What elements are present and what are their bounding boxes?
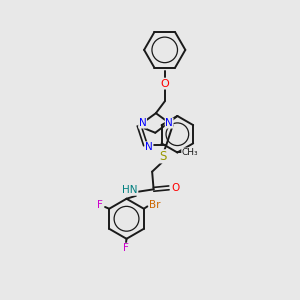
- Text: F: F: [123, 243, 129, 253]
- Text: S: S: [160, 150, 167, 163]
- Text: F: F: [97, 200, 103, 210]
- Text: O: O: [160, 79, 169, 89]
- Text: Br: Br: [149, 200, 161, 210]
- Text: N: N: [165, 118, 173, 128]
- Text: N: N: [139, 118, 146, 128]
- Text: CH₃: CH₃: [182, 148, 198, 157]
- Text: O: O: [171, 183, 179, 193]
- Text: N: N: [145, 142, 153, 152]
- Text: HN: HN: [122, 185, 138, 195]
